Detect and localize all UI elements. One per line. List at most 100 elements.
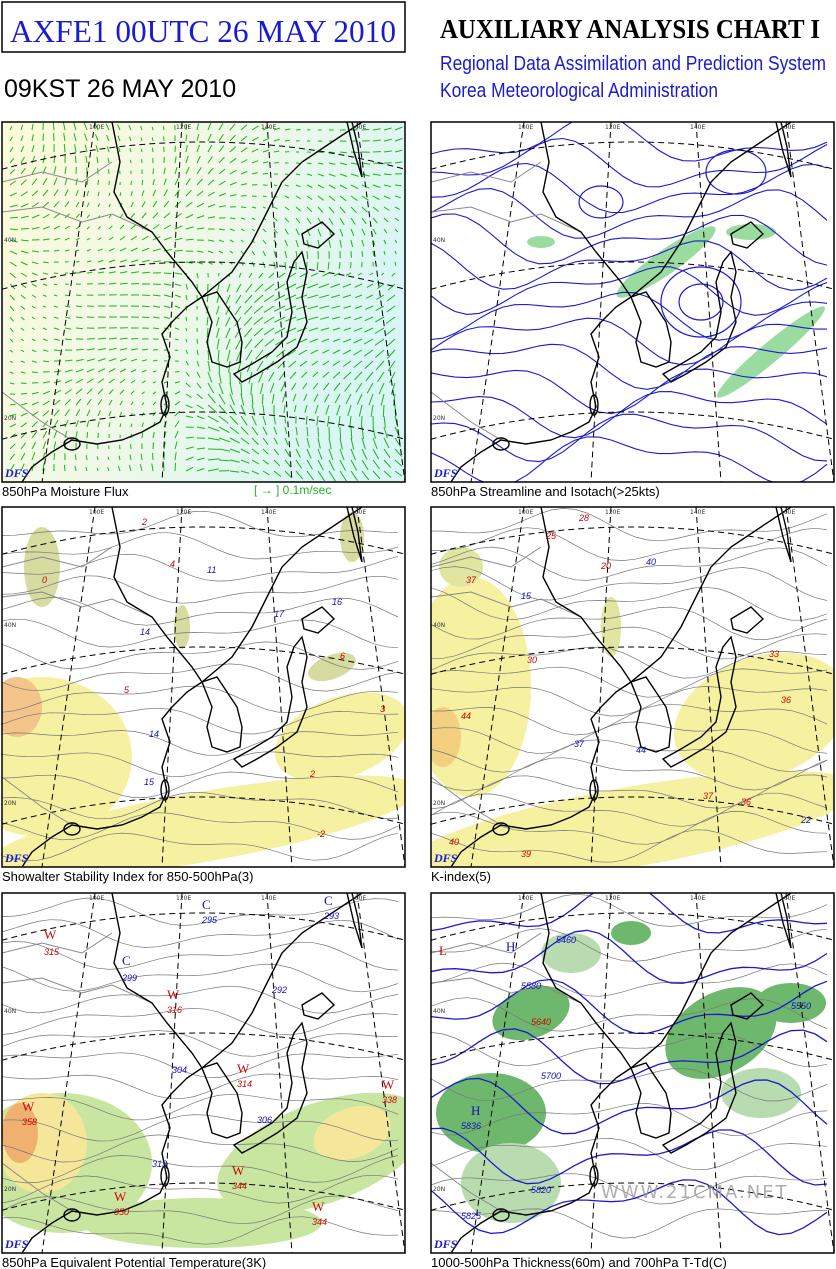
flux-arrow <box>207 468 219 472</box>
shaded-area <box>2 677 42 737</box>
flux-arrow <box>296 305 308 310</box>
flux-arrow <box>86 237 90 241</box>
flux-arrow <box>31 283 38 288</box>
flux-arrow <box>196 133 200 142</box>
flux-arrow <box>356 393 363 405</box>
flux-arrow <box>240 183 248 186</box>
flux-arrow <box>262 206 266 209</box>
flux-arrow <box>64 389 72 395</box>
flux-arrow <box>218 459 230 462</box>
flux-arrow <box>366 382 374 394</box>
lon-label: 160E <box>780 124 795 131</box>
flux-arrow <box>74 155 77 164</box>
map-label: 299 <box>121 973 137 983</box>
flux-arrow <box>328 162 336 165</box>
longitude-line <box>590 122 612 482</box>
flux-arrow <box>20 371 26 374</box>
flux-arrow <box>350 184 359 190</box>
map-body: 100E 120E 140E 160E 40N 20N DFS <box>2 122 405 482</box>
flux-arrow <box>251 426 259 436</box>
map-label: C <box>324 893 333 908</box>
flux-arrow <box>306 426 309 437</box>
flux-arrow <box>53 399 61 406</box>
flux-arrow <box>310 272 319 277</box>
flux-arrow <box>317 470 325 482</box>
coastline <box>730 992 765 1020</box>
flux-arrow <box>97 337 107 340</box>
map-label: 292 <box>271 985 287 995</box>
flux-arrow <box>383 239 387 245</box>
shaded-area <box>616 226 716 298</box>
longitude-line <box>356 893 405 1253</box>
map-label: W <box>312 1199 325 1214</box>
flux-arrow <box>20 228 29 230</box>
flux-arrow <box>20 239 29 242</box>
contour-line <box>431 240 828 291</box>
flux-arrow <box>97 368 106 373</box>
flux-arrow <box>361 448 368 460</box>
flux-arrow <box>243 316 253 326</box>
map-label: 306 <box>257 1115 272 1125</box>
flux-arrow <box>141 271 151 274</box>
flux-arrow <box>9 250 18 255</box>
lon-label: 120E <box>176 124 191 131</box>
flux-arrow <box>295 470 304 480</box>
contour-line <box>431 291 828 341</box>
contour-line <box>431 122 828 162</box>
flux-arrow <box>163 200 170 208</box>
flux-arrow <box>31 294 37 298</box>
flux-arrow <box>86 368 95 373</box>
flux-arrow <box>284 250 288 259</box>
contour-line <box>2 663 399 692</box>
shaded-area <box>431 770 834 867</box>
flux-arrow <box>97 358 106 362</box>
flux-arrow <box>295 129 301 131</box>
flux-arrow <box>53 225 61 230</box>
flux-arrow <box>251 470 259 475</box>
flux-arrow <box>207 415 219 423</box>
flux-arrow <box>97 203 101 208</box>
flux-arrow <box>130 283 140 285</box>
flux-arrow <box>273 206 278 210</box>
flux-arrow <box>42 294 47 297</box>
flux-arrow <box>119 400 124 406</box>
flux-arrow <box>31 338 36 342</box>
flux-arrow <box>394 261 397 266</box>
flux-arrow <box>328 217 334 226</box>
flux-arrow <box>349 415 352 428</box>
latitude-line <box>431 646 834 675</box>
logo: DFS <box>4 466 29 480</box>
flux-arrow <box>207 404 218 414</box>
flux-arrow <box>327 415 330 427</box>
flux-arrow <box>151 463 154 472</box>
flux-arrow <box>53 419 59 428</box>
flux-arrow <box>342 349 352 355</box>
flux-arrow <box>361 217 367 225</box>
map-label: 30 <box>527 655 537 665</box>
flux-arrow <box>251 148 259 153</box>
flux-arrow <box>394 217 400 222</box>
contour-line <box>2 771 399 798</box>
flux-arrow <box>128 465 132 472</box>
contour-line <box>431 566 828 601</box>
flux-arrow <box>284 426 288 435</box>
flux-arrow <box>278 272 286 279</box>
contour-line <box>431 929 828 984</box>
island <box>63 822 81 836</box>
flux-arrow <box>108 247 115 252</box>
flux-arrow <box>339 184 348 190</box>
coastline <box>450 893 632 1253</box>
contour-line <box>431 188 828 239</box>
code-title: AXFE1 00UTC 26 MAY 2010 <box>10 13 396 49</box>
map-frame <box>1 506 406 868</box>
flux-arrow <box>141 348 148 351</box>
flux-arrow <box>207 191 215 197</box>
contour-line <box>2 1216 399 1245</box>
flux-arrow <box>394 228 399 233</box>
flux-arrow <box>31 452 36 461</box>
flux-arrow <box>206 327 209 338</box>
flux-arrow <box>295 206 301 212</box>
flux-arrow <box>284 448 291 457</box>
map-label: 344 <box>232 1181 247 1191</box>
flux-arrow <box>289 371 297 380</box>
